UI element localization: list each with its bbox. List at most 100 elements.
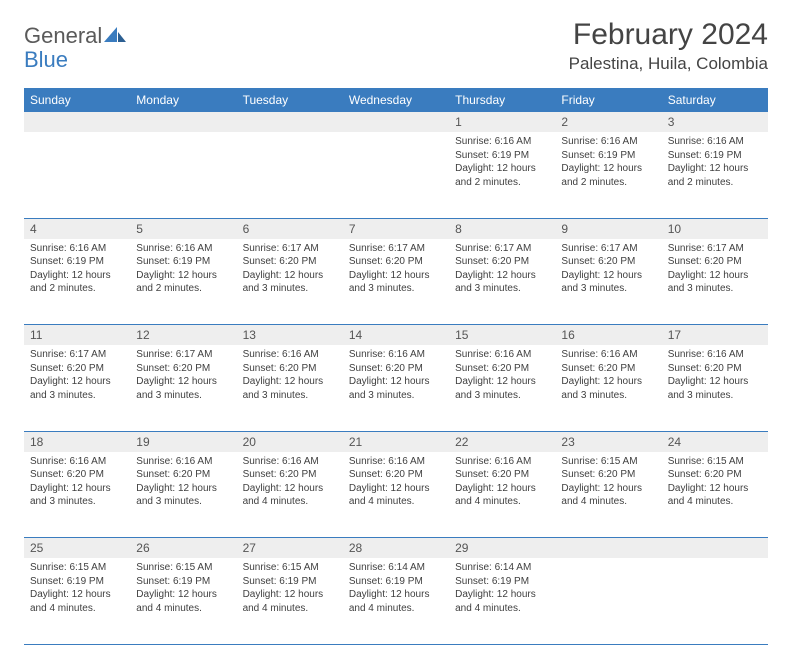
sunset-text: Sunset: 6:19 PM <box>455 149 549 163</box>
day-number <box>555 538 661 559</box>
sunset-text: Sunset: 6:19 PM <box>243 575 337 589</box>
day-cell-content: Sunrise: 6:17 AMSunset: 6:20 PMDaylight:… <box>237 239 343 302</box>
daylight-text: Daylight: 12 hours and 4 minutes. <box>455 482 549 509</box>
day-number <box>237 112 343 132</box>
sunrise-text: Sunrise: 6:15 AM <box>561 455 655 469</box>
sunset-text: Sunset: 6:19 PM <box>455 575 549 589</box>
day-number <box>662 538 768 559</box>
sunrise-text: Sunrise: 6:17 AM <box>349 242 443 256</box>
day-cell <box>237 132 343 218</box>
day-cell-content: Sunrise: 6:16 AMSunset: 6:20 PMDaylight:… <box>449 452 555 515</box>
day-cell-content: Sunrise: 6:16 AMSunset: 6:19 PMDaylight:… <box>662 132 768 195</box>
header: General Blue February 2024 Palestina, Hu… <box>24 18 768 74</box>
logo-text: General Blue <box>24 24 126 72</box>
sunset-text: Sunset: 6:20 PM <box>349 255 443 269</box>
sunrise-text: Sunrise: 6:16 AM <box>243 348 337 362</box>
day-cell-content: Sunrise: 6:17 AMSunset: 6:20 PMDaylight:… <box>343 239 449 302</box>
weekday-header: Friday <box>555 88 661 112</box>
sunset-text: Sunset: 6:19 PM <box>30 575 124 589</box>
sunrise-text: Sunrise: 6:16 AM <box>30 242 124 256</box>
daylight-text: Daylight: 12 hours and 4 minutes. <box>455 588 549 615</box>
day-cell: Sunrise: 6:17 AMSunset: 6:20 PMDaylight:… <box>662 239 768 325</box>
title-block: February 2024 Palestina, Huila, Colombia <box>569 18 768 74</box>
weekday-header: Tuesday <box>237 88 343 112</box>
daylight-text: Daylight: 12 hours and 3 minutes. <box>668 375 762 402</box>
day-cell: Sunrise: 6:16 AMSunset: 6:20 PMDaylight:… <box>24 452 130 538</box>
sunset-text: Sunset: 6:20 PM <box>243 468 337 482</box>
sunset-text: Sunset: 6:20 PM <box>561 362 655 376</box>
day-number: 13 <box>237 325 343 346</box>
day-number: 21 <box>343 431 449 452</box>
day-cell: Sunrise: 6:16 AMSunset: 6:20 PMDaylight:… <box>237 452 343 538</box>
sunrise-text: Sunrise: 6:15 AM <box>136 561 230 575</box>
day-cell: Sunrise: 6:15 AMSunset: 6:19 PMDaylight:… <box>130 558 236 644</box>
day-cell: Sunrise: 6:15 AMSunset: 6:19 PMDaylight:… <box>24 558 130 644</box>
day-cell: Sunrise: 6:17 AMSunset: 6:20 PMDaylight:… <box>24 345 130 431</box>
day-cell <box>555 558 661 644</box>
sunrise-text: Sunrise: 6:16 AM <box>136 242 230 256</box>
daylight-text: Daylight: 12 hours and 4 minutes. <box>561 482 655 509</box>
sunset-text: Sunset: 6:19 PM <box>349 575 443 589</box>
daylight-text: Daylight: 12 hours and 3 minutes. <box>455 269 549 296</box>
daylight-text: Daylight: 12 hours and 3 minutes. <box>561 269 655 296</box>
sunset-text: Sunset: 6:19 PM <box>136 575 230 589</box>
daylight-text: Daylight: 12 hours and 3 minutes. <box>349 375 443 402</box>
daylight-text: Daylight: 12 hours and 4 minutes. <box>30 588 124 615</box>
sunrise-text: Sunrise: 6:17 AM <box>455 242 549 256</box>
day-cell: Sunrise: 6:16 AMSunset: 6:20 PMDaylight:… <box>343 452 449 538</box>
day-cell: Sunrise: 6:14 AMSunset: 6:19 PMDaylight:… <box>449 558 555 644</box>
day-number: 2 <box>555 112 661 132</box>
day-number: 15 <box>449 325 555 346</box>
day-number: 9 <box>555 218 661 239</box>
sunset-text: Sunset: 6:20 PM <box>136 468 230 482</box>
daylight-text: Daylight: 12 hours and 2 minutes. <box>136 269 230 296</box>
calendar-table: Sunday Monday Tuesday Wednesday Thursday… <box>24 88 768 645</box>
day-number: 26 <box>130 538 236 559</box>
daylight-text: Daylight: 12 hours and 4 minutes. <box>243 482 337 509</box>
day-cell: Sunrise: 6:17 AMSunset: 6:20 PMDaylight:… <box>343 239 449 325</box>
daylight-text: Daylight: 12 hours and 3 minutes. <box>30 482 124 509</box>
day-number: 24 <box>662 431 768 452</box>
sunrise-text: Sunrise: 6:14 AM <box>455 561 549 575</box>
sunset-text: Sunset: 6:20 PM <box>349 362 443 376</box>
weekday-header: Wednesday <box>343 88 449 112</box>
sunset-text: Sunset: 6:20 PM <box>561 468 655 482</box>
day-cell-content: Sunrise: 6:16 AMSunset: 6:20 PMDaylight:… <box>662 345 768 408</box>
day-number-row: 2526272829 <box>24 538 768 559</box>
sunrise-text: Sunrise: 6:17 AM <box>561 242 655 256</box>
week-row: Sunrise: 6:17 AMSunset: 6:20 PMDaylight:… <box>24 345 768 431</box>
day-number: 25 <box>24 538 130 559</box>
day-cell <box>662 558 768 644</box>
daylight-text: Daylight: 12 hours and 3 minutes. <box>136 482 230 509</box>
day-cell <box>130 132 236 218</box>
day-cell-content: Sunrise: 6:17 AMSunset: 6:20 PMDaylight:… <box>449 239 555 302</box>
daylight-text: Daylight: 12 hours and 3 minutes. <box>455 375 549 402</box>
day-cell: Sunrise: 6:16 AMSunset: 6:19 PMDaylight:… <box>24 239 130 325</box>
day-number-row: 123 <box>24 112 768 132</box>
sunset-text: Sunset: 6:19 PM <box>561 149 655 163</box>
day-cell-content: Sunrise: 6:16 AMSunset: 6:20 PMDaylight:… <box>130 452 236 515</box>
day-number: 11 <box>24 325 130 346</box>
day-cell-content: Sunrise: 6:16 AMSunset: 6:19 PMDaylight:… <box>555 132 661 195</box>
sunset-text: Sunset: 6:20 PM <box>455 362 549 376</box>
day-cell-content: Sunrise: 6:15 AMSunset: 6:20 PMDaylight:… <box>662 452 768 515</box>
day-cell: Sunrise: 6:17 AMSunset: 6:20 PMDaylight:… <box>237 239 343 325</box>
day-number: 20 <box>237 431 343 452</box>
daylight-text: Daylight: 12 hours and 4 minutes. <box>668 482 762 509</box>
sunset-text: Sunset: 6:20 PM <box>243 255 337 269</box>
sunset-text: Sunset: 6:20 PM <box>455 255 549 269</box>
day-cell <box>343 132 449 218</box>
sunset-text: Sunset: 6:20 PM <box>668 468 762 482</box>
sunrise-text: Sunrise: 6:16 AM <box>455 135 549 149</box>
day-number-row: 18192021222324 <box>24 431 768 452</box>
logo-line1: General <box>24 23 102 48</box>
day-cell-content: Sunrise: 6:17 AMSunset: 6:20 PMDaylight:… <box>24 345 130 408</box>
sunrise-text: Sunrise: 6:16 AM <box>349 455 443 469</box>
day-number <box>130 112 236 132</box>
sunset-text: Sunset: 6:20 PM <box>243 362 337 376</box>
daylight-text: Daylight: 12 hours and 3 minutes. <box>349 269 443 296</box>
sunrise-text: Sunrise: 6:17 AM <box>243 242 337 256</box>
day-cell-content: Sunrise: 6:16 AMSunset: 6:20 PMDaylight:… <box>555 345 661 408</box>
day-number: 29 <box>449 538 555 559</box>
sunrise-text: Sunrise: 6:14 AM <box>349 561 443 575</box>
